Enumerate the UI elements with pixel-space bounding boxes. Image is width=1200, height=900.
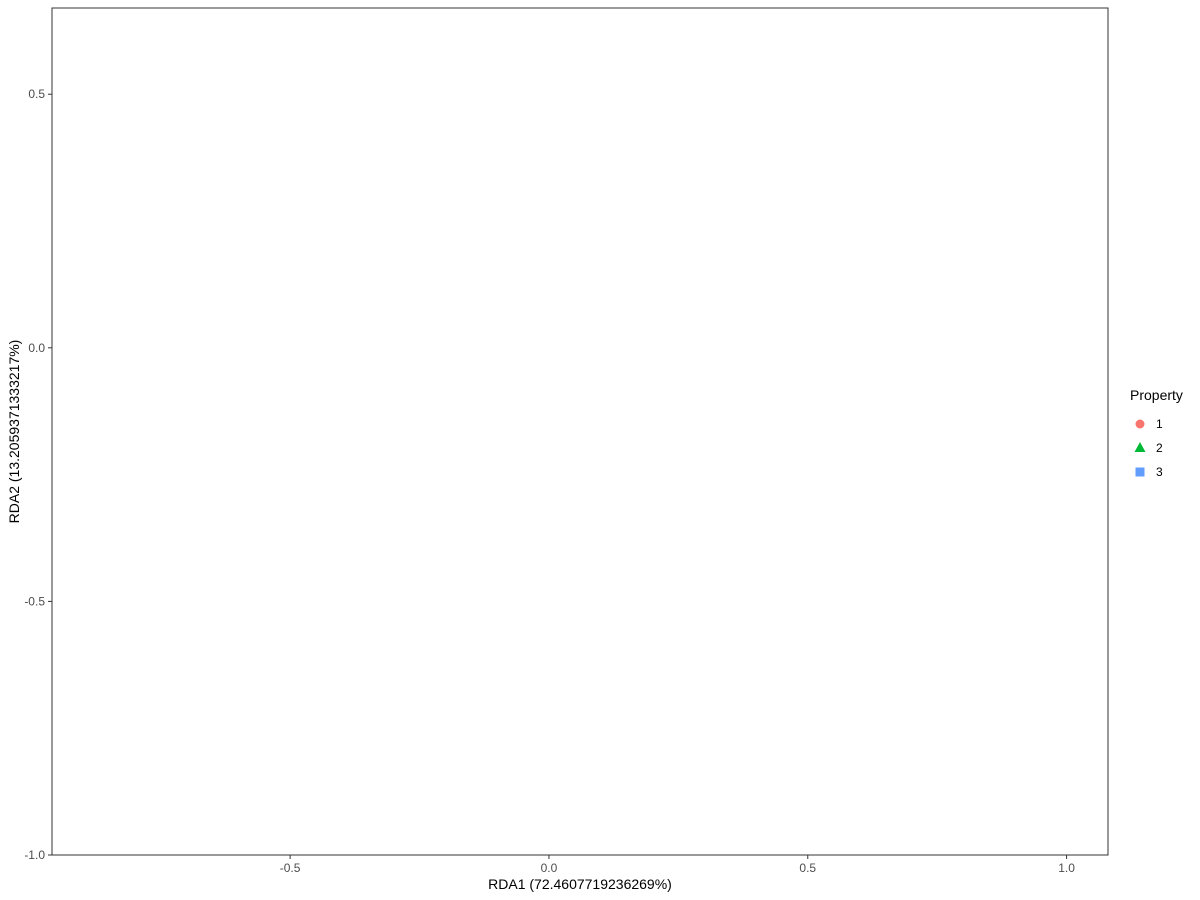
legend-key-2 <box>1134 442 1146 452</box>
y-axis-title: RDA2 (13.2059371333217%) <box>6 340 22 524</box>
x-tick-label: 0.0 <box>541 861 558 875</box>
x-tick-label: 1.0 <box>1058 861 1075 875</box>
legend-label-1: 1 <box>1156 417 1163 431</box>
x-axis-title: RDA1 (72.4607719236269%) <box>488 876 672 892</box>
x-tick-label: 0.5 <box>799 861 816 875</box>
legend-label-2: 2 <box>1156 441 1163 455</box>
legend-key-1 <box>1135 419 1145 429</box>
plot-panel-border <box>51 7 1109 856</box>
y-tick-label: 0.0 <box>28 341 45 355</box>
legend-key-3 <box>1135 467 1145 477</box>
legend-title: Property <box>1130 387 1183 403</box>
y-tick-label: -1.0 <box>24 848 45 862</box>
y-tick-label: -0.5 <box>24 594 45 608</box>
legend-label-3: 3 <box>1156 465 1163 479</box>
legend: Property 1 2 3 <box>1130 387 1183 479</box>
x-tick-label: -0.5 <box>280 861 301 875</box>
axes: -0.5 0.0 0.5 1.0 -1.0 -0.5 0.0 0.5 RDA1 (72.4607… <box>6 7 1109 892</box>
y-tick-label: 0.5 <box>28 87 45 101</box>
